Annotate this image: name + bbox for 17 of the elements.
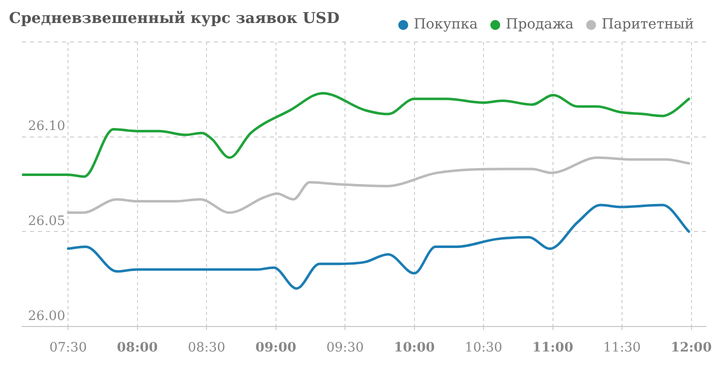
legend-label: Покупка	[414, 16, 478, 33]
x-tick-label: 12:00	[670, 340, 712, 356]
x-tick-label: 09:30	[326, 340, 364, 356]
y-tick-label: 26.00	[28, 308, 66, 324]
legend-label: Продажа	[506, 16, 574, 33]
y-tick-label: 26.10	[28, 119, 66, 134]
x-tick-label: 09:00	[255, 340, 296, 356]
chart-title: Средневзвешенный курс заявок USD	[9, 9, 340, 27]
x-tick-label: 11:30	[603, 340, 641, 356]
x-tick-label: 08:30	[188, 340, 226, 356]
x-tick-label: 11:00	[532, 340, 574, 356]
legend-label: Паритетный	[602, 16, 694, 33]
x-tick-label: 10:00	[394, 340, 435, 356]
x-tick-label: 10:30	[464, 340, 502, 356]
y-tick-label: 26.05	[28, 214, 66, 229]
x-tick-label: 08:00	[116, 340, 158, 356]
x-tick-label: 07:30	[49, 340, 87, 356]
